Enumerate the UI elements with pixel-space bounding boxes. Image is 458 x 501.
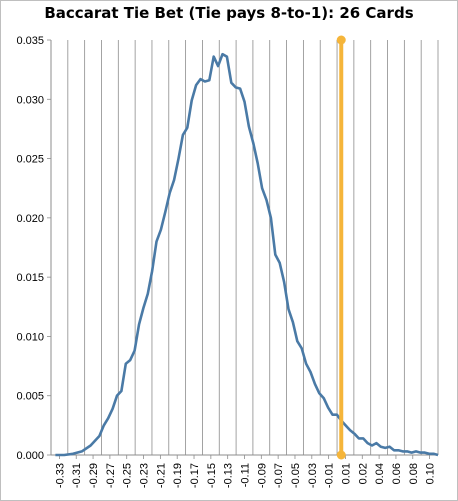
y-tick-label: 0.025 xyxy=(16,154,44,166)
marker-point xyxy=(336,35,346,45)
x-tick-label: 0.10 xyxy=(425,463,437,484)
y-tick-label: 0.005 xyxy=(16,391,44,403)
x-tick-label: -0.13 xyxy=(223,463,235,488)
x-tick-label: -0.19 xyxy=(172,463,184,488)
x-tick-label: -0.09 xyxy=(256,463,268,488)
marker-point xyxy=(336,450,346,460)
x-tick-label: 0.08 xyxy=(408,463,420,484)
grid-layer xyxy=(67,40,422,455)
ytick-labels: 0.000 0.005 0.010 0.015 0.020 0.025 0.030 0.035 xyxy=(16,35,44,462)
x-tick-label: -0.33 xyxy=(54,463,66,488)
x-tick-label: -0.31 xyxy=(71,463,83,488)
y-tick-label: 0.020 xyxy=(16,213,44,225)
x-tick-label: -0.11 xyxy=(240,463,252,487)
x-tick-label: -0.01 xyxy=(324,463,336,488)
distribution-line xyxy=(55,52,439,457)
x-tick-label: 0.01 xyxy=(340,463,352,484)
x-tick-label: 0.04 xyxy=(374,463,386,484)
y-tick-label: 0.010 xyxy=(16,331,44,343)
x-tick-label: -0.23 xyxy=(139,463,151,488)
x-tick-label: -0.03 xyxy=(307,463,319,488)
x-tick-label: -0.17 xyxy=(189,463,201,488)
x-tick-label: 0.06 xyxy=(391,463,403,484)
y-tick-label: 0.035 xyxy=(16,35,44,47)
y-tick-label: 0.030 xyxy=(16,94,44,106)
chart-title: Baccarat Tie Bet (Tie pays 8-to-1): 26 C… xyxy=(44,4,414,22)
x-tick-label: -0.05 xyxy=(290,463,302,488)
y-tick-label: 0.015 xyxy=(16,272,44,284)
x-tick-label: -0.29 xyxy=(88,463,100,488)
x-tick-label: -0.15 xyxy=(206,463,218,488)
x-tick-label: -0.25 xyxy=(122,463,134,488)
x-tick-label: 0.02 xyxy=(357,463,369,484)
x-tick-label: -0.21 xyxy=(155,463,167,488)
xtick-labels: -0.33 -0.31 -0.29 -0.27 -0.25 -0.23 -0.21 -0.19… xyxy=(54,463,436,488)
x-tick-label: -0.07 xyxy=(273,463,285,488)
axes-layer xyxy=(47,39,439,459)
series-layer xyxy=(55,35,439,460)
y-tick-label: 0.000 xyxy=(16,450,44,462)
x-tick-label: -0.27 xyxy=(105,463,117,488)
